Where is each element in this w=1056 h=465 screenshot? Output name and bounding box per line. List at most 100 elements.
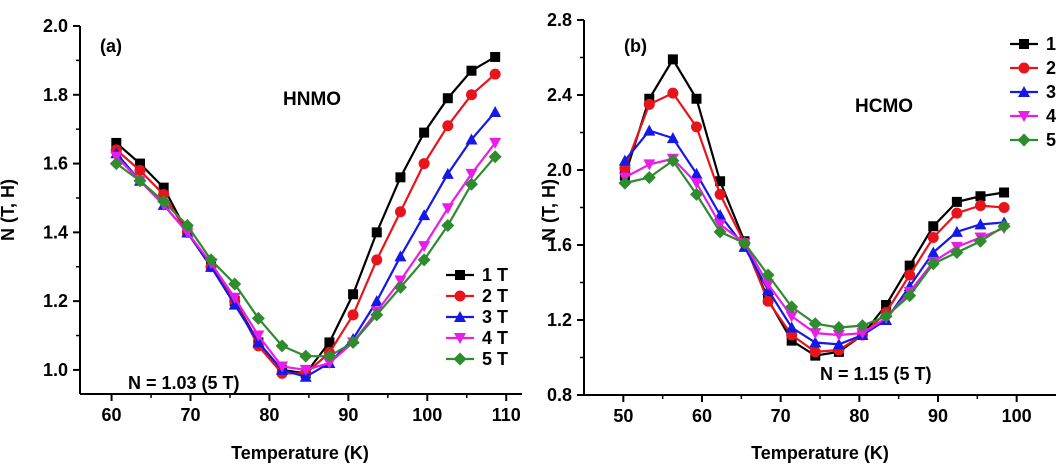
series-5t bbox=[109, 150, 502, 363]
data-point bbox=[713, 225, 727, 239]
data-point bbox=[394, 206, 406, 218]
data-point bbox=[299, 364, 312, 376]
x-tick-label: 90 bbox=[338, 405, 358, 425]
y-tick-label: 1.2 bbox=[547, 310, 572, 330]
data-point bbox=[762, 295, 774, 307]
data-point bbox=[324, 337, 335, 348]
data-point bbox=[204, 253, 218, 267]
data-point bbox=[642, 171, 656, 184]
series-line bbox=[624, 159, 1005, 329]
data-point bbox=[689, 187, 703, 201]
y-tick-label: 1.6 bbox=[547, 235, 572, 255]
series-2t bbox=[619, 87, 1010, 358]
data-point bbox=[347, 309, 359, 321]
legend-label: 5 T bbox=[482, 349, 508, 369]
data-point bbox=[643, 159, 656, 171]
legend-marker bbox=[454, 290, 466, 302]
data-point bbox=[904, 269, 916, 281]
legend-label: 1 T bbox=[482, 265, 508, 285]
x-tick-label: 70 bbox=[180, 405, 200, 425]
data-point bbox=[109, 157, 123, 171]
data-point bbox=[643, 124, 656, 136]
data-point bbox=[762, 279, 775, 291]
data-point bbox=[488, 150, 502, 164]
legend-marker bbox=[453, 352, 467, 366]
data-point bbox=[418, 158, 430, 170]
data-point bbox=[441, 203, 454, 215]
legend-marker bbox=[454, 333, 466, 344]
y-axis-label: N (T, H) bbox=[539, 179, 559, 241]
data-point bbox=[322, 349, 336, 363]
legend-marker bbox=[1019, 39, 1029, 49]
y-tick-label: 1.0 bbox=[43, 360, 68, 380]
x-axis-label: Temperature (K) bbox=[231, 443, 369, 463]
data-point bbox=[417, 253, 431, 267]
data-point bbox=[714, 219, 727, 231]
data-point bbox=[928, 221, 939, 232]
y-tick-label: 2.4 bbox=[547, 85, 572, 105]
legend-label: 3 T bbox=[482, 307, 508, 327]
data-point bbox=[441, 167, 454, 179]
legend-item: 5 T bbox=[1010, 130, 1056, 150]
data-point bbox=[666, 132, 679, 144]
data-point bbox=[157, 194, 171, 208]
series-4t bbox=[110, 137, 502, 376]
data-point bbox=[299, 370, 312, 382]
data-point bbox=[951, 196, 962, 207]
legend-label: 2 T bbox=[1046, 58, 1056, 78]
series-line bbox=[624, 129, 1005, 346]
x-tick-label: 100 bbox=[412, 405, 442, 425]
data-point bbox=[489, 105, 502, 117]
data-point bbox=[809, 328, 822, 340]
data-point bbox=[690, 167, 703, 179]
y-tick-label: 2.8 bbox=[547, 10, 572, 30]
legend-label: 4 T bbox=[482, 328, 508, 348]
panel-label: (a) bbox=[100, 36, 122, 56]
series-5t bbox=[618, 154, 1011, 334]
y-tick-label: 2.0 bbox=[547, 160, 572, 180]
y-tick-label: 1.6 bbox=[43, 154, 68, 174]
data-point bbox=[879, 309, 893, 323]
data-point bbox=[180, 218, 194, 232]
data-point bbox=[997, 219, 1011, 233]
data-point bbox=[276, 361, 289, 373]
data-point bbox=[643, 98, 655, 110]
legend-label: 5 T bbox=[1046, 130, 1056, 150]
series-line bbox=[624, 157, 1005, 337]
legend-item: 4 T bbox=[446, 328, 508, 348]
legend-marker bbox=[1018, 111, 1030, 122]
legend-marker bbox=[1018, 86, 1030, 97]
x-tick-label: 110 bbox=[492, 405, 521, 425]
data-point bbox=[299, 349, 313, 363]
data-point bbox=[323, 358, 336, 370]
data-point bbox=[228, 292, 241, 304]
data-point bbox=[904, 260, 915, 271]
data-point bbox=[618, 154, 631, 166]
series-4t bbox=[618, 153, 1011, 341]
data-point bbox=[489, 68, 501, 80]
legend-item: 2 T bbox=[1010, 58, 1056, 78]
legend-marker bbox=[455, 270, 465, 280]
data-point bbox=[346, 335, 360, 349]
legend-item: 1 T bbox=[1010, 34, 1056, 54]
legend-label: 1 T bbox=[1046, 34, 1056, 54]
data-point bbox=[618, 176, 632, 190]
legend-marker bbox=[1017, 133, 1031, 147]
data-point bbox=[786, 335, 797, 346]
data-point bbox=[926, 257, 940, 271]
legend-item: 3 T bbox=[1010, 82, 1056, 102]
data-point bbox=[832, 338, 845, 350]
y-tick-label: 2.0 bbox=[43, 16, 68, 36]
data-point bbox=[134, 164, 146, 176]
data-point bbox=[393, 280, 407, 294]
legend: 1 T2 T3 T4 T5 T bbox=[446, 265, 508, 369]
data-point bbox=[974, 218, 987, 230]
legend-item: 2 T bbox=[446, 286, 508, 306]
data-point bbox=[691, 93, 702, 104]
data-point bbox=[464, 177, 478, 191]
legend-marker bbox=[454, 311, 466, 322]
data-point bbox=[465, 89, 477, 101]
legend-item: 4 T bbox=[1010, 106, 1056, 126]
series-line bbox=[115, 155, 496, 358]
data-point bbox=[158, 182, 169, 193]
